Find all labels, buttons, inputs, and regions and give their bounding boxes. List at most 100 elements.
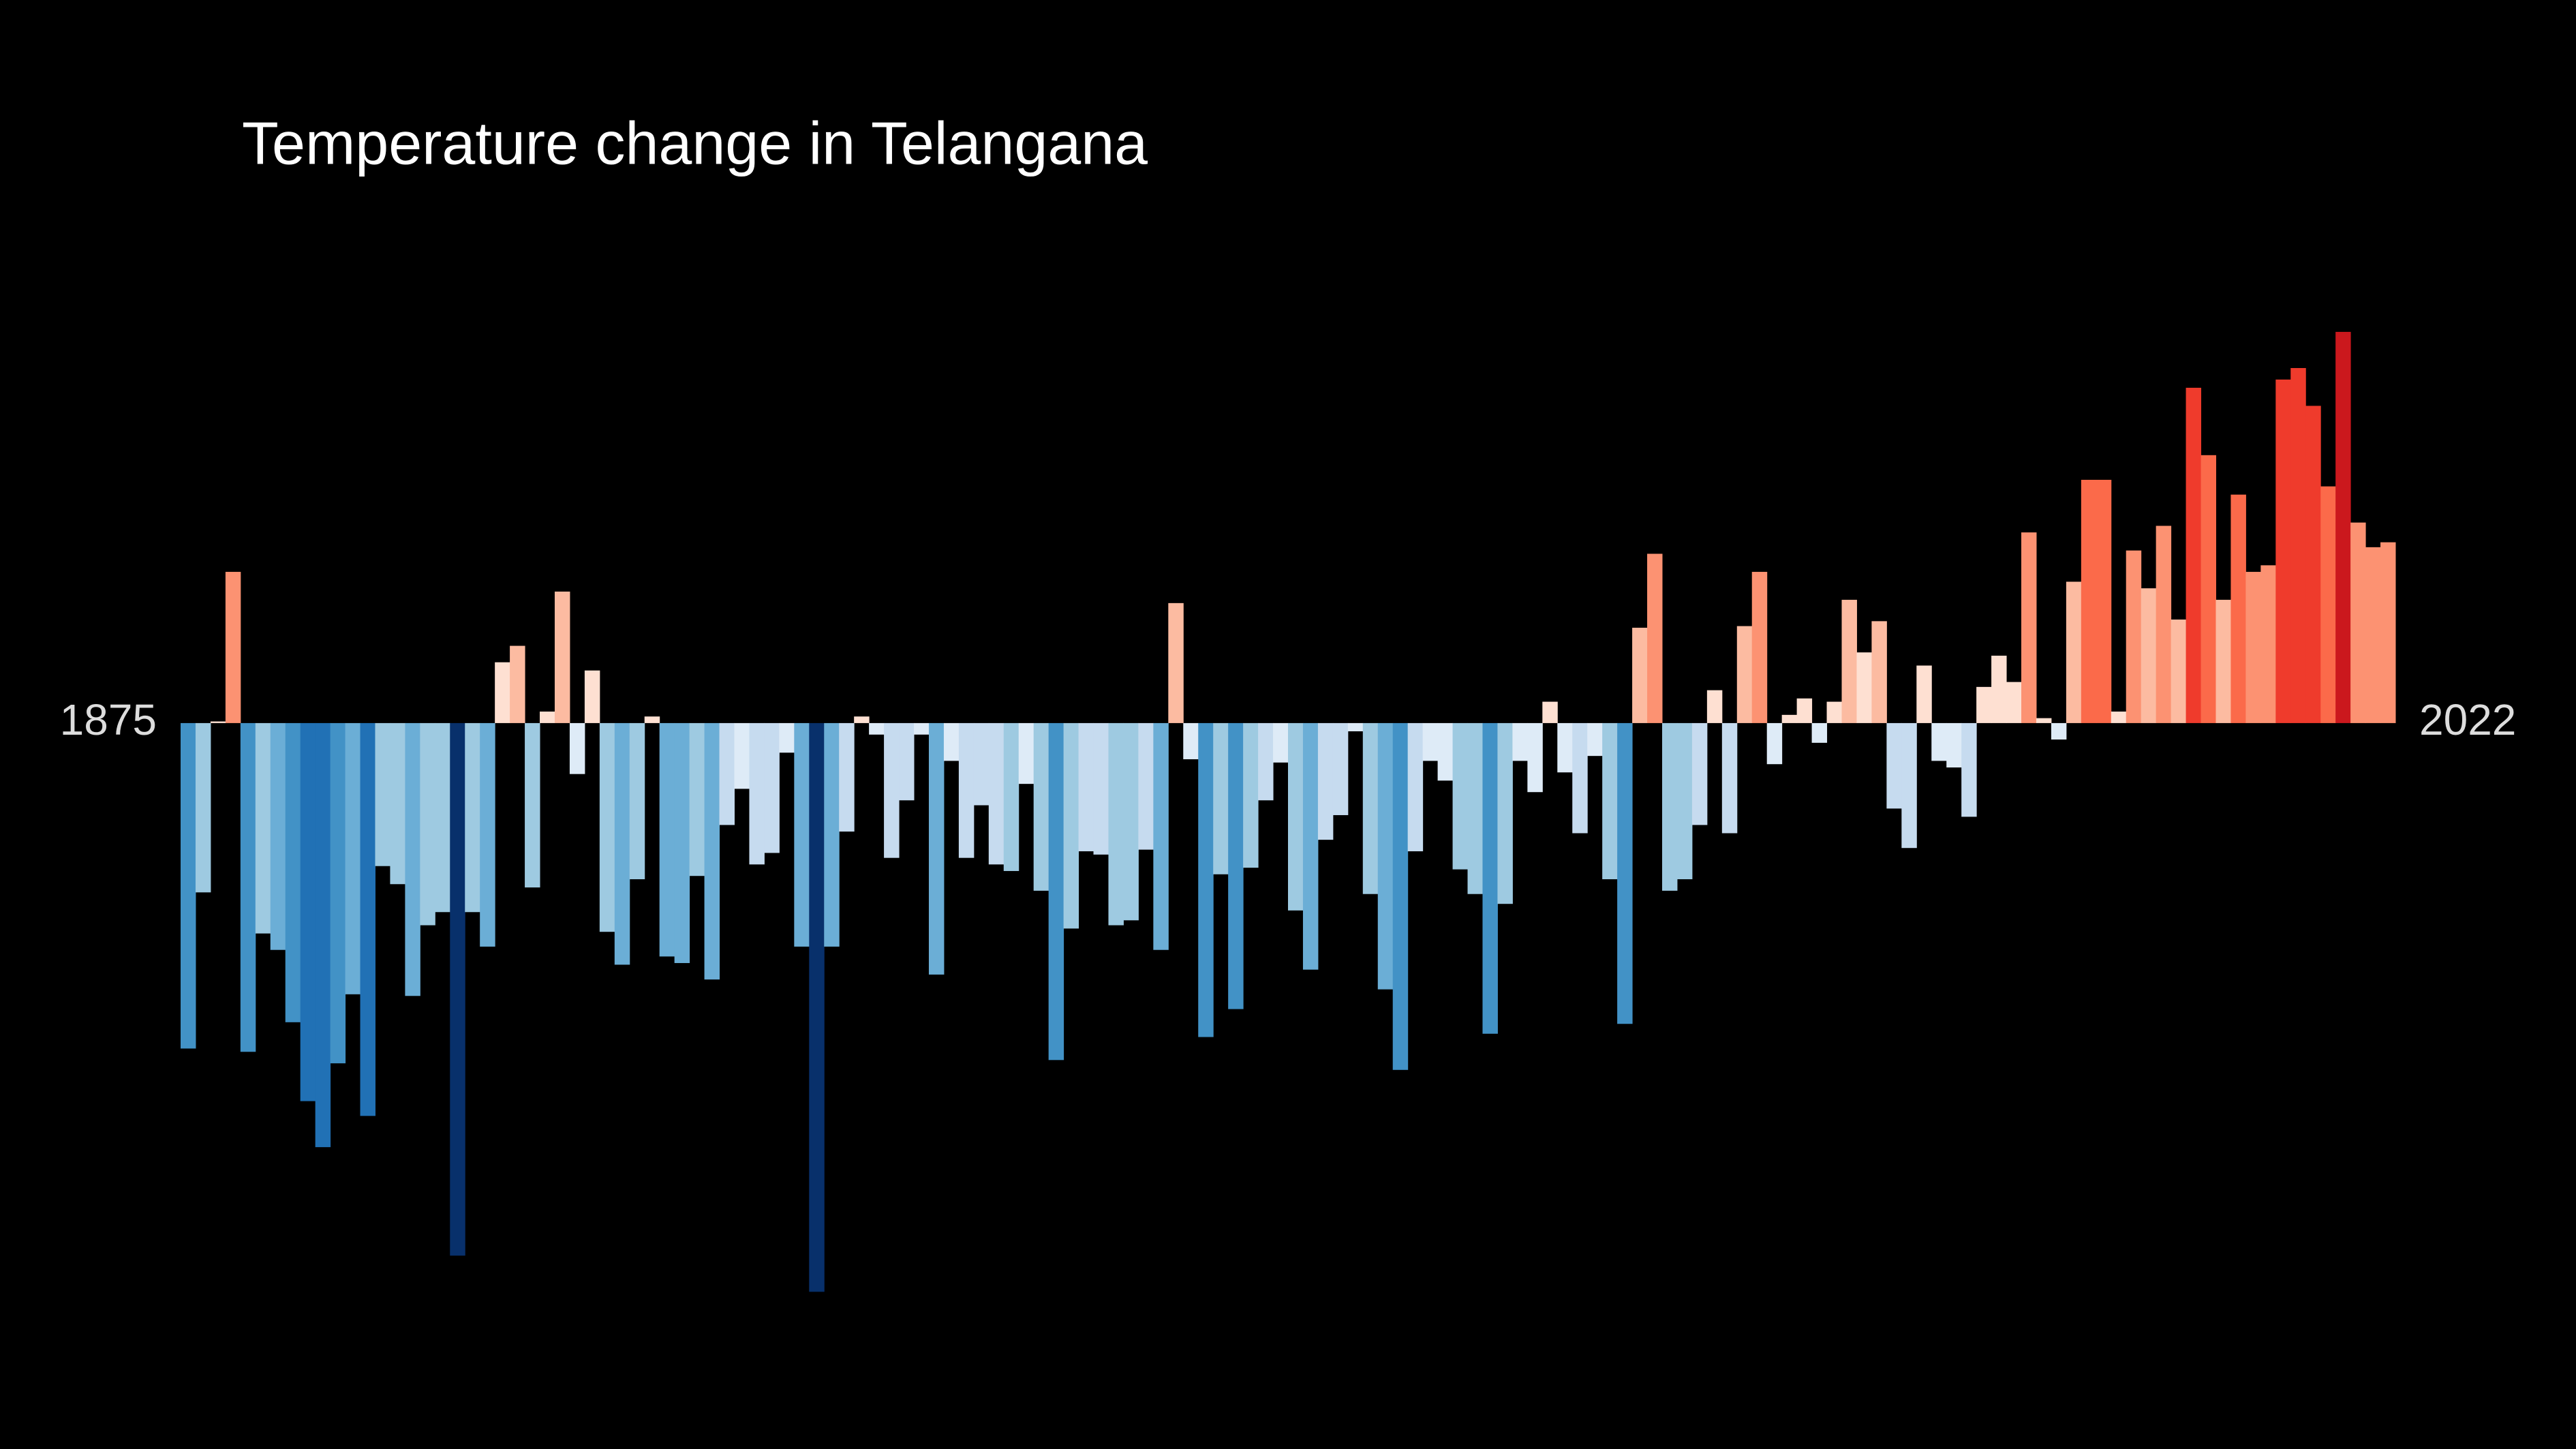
bar — [1063, 722, 1079, 929]
bar — [689, 722, 705, 876]
bar — [958, 722, 975, 858]
bar — [584, 670, 600, 723]
bar — [255, 722, 271, 934]
bar — [1258, 722, 1274, 801]
bar — [884, 722, 900, 858]
bar — [1153, 722, 1169, 950]
bar — [569, 722, 585, 774]
bar — [1422, 722, 1439, 761]
bar — [435, 722, 450, 913]
bar — [809, 722, 825, 1292]
bar — [1931, 722, 1947, 761]
bar — [2320, 486, 2336, 723]
bar — [1168, 603, 1184, 723]
bar — [1617, 722, 1633, 1024]
bar — [1078, 722, 1094, 852]
bar — [1781, 714, 1798, 723]
bar — [315, 722, 331, 1148]
bar — [2380, 542, 2396, 723]
bar — [928, 722, 945, 975]
bar — [1392, 722, 1409, 1070]
bar — [465, 722, 480, 913]
bar — [1796, 698, 1813, 723]
bar — [2171, 619, 2187, 723]
bar — [1527, 722, 1543, 793]
bar — [1766, 722, 1783, 765]
bar — [824, 722, 840, 947]
bar — [2111, 712, 2127, 723]
bar — [330, 722, 346, 1064]
bar — [1916, 665, 1932, 723]
bar — [510, 645, 525, 723]
bar — [629, 722, 645, 880]
bar — [1512, 722, 1528, 761]
bar — [1048, 722, 1064, 1061]
bar — [1452, 722, 1469, 870]
bar — [2021, 532, 2037, 723]
bar — [450, 722, 465, 1256]
bar — [1273, 722, 1289, 763]
bar — [2260, 565, 2276, 723]
bar — [2006, 682, 2022, 723]
bar — [210, 721, 226, 723]
bar — [1901, 722, 1917, 849]
bar — [1557, 722, 1573, 773]
bar — [1736, 626, 1753, 723]
bar — [345, 722, 361, 994]
bar — [2066, 581, 2082, 723]
bar — [1841, 600, 1857, 723]
bar — [181, 722, 196, 1049]
bar — [614, 722, 630, 965]
bar — [1856, 652, 1872, 723]
bar — [300, 722, 316, 1101]
bar — [2186, 387, 2202, 723]
bar — [1123, 722, 1139, 921]
bar — [704, 722, 720, 980]
bar — [1721, 722, 1738, 834]
bar — [1288, 722, 1304, 911]
bar — [1467, 722, 1483, 894]
bar — [644, 716, 660, 723]
bar — [779, 722, 795, 753]
bar — [1018, 722, 1034, 784]
bar — [2305, 406, 2321, 723]
bar — [420, 722, 435, 926]
bar — [1961, 722, 1977, 817]
bar — [1572, 722, 1588, 834]
bar — [2141, 588, 2157, 723]
bar — [1198, 722, 1214, 1037]
bar — [405, 722, 420, 996]
bar — [1826, 701, 1842, 723]
bar — [988, 722, 1005, 865]
bar — [1362, 722, 1379, 894]
bar — [943, 722, 960, 761]
bar — [973, 722, 990, 806]
bar — [554, 591, 570, 723]
bar — [375, 722, 390, 866]
bar — [749, 722, 765, 865]
bar — [1482, 722, 1498, 1034]
bar — [1407, 722, 1424, 852]
bar — [1691, 722, 1708, 825]
bar — [1647, 553, 1663, 723]
bar — [1751, 572, 1768, 723]
bar — [1587, 722, 1603, 757]
bar — [1003, 722, 1019, 871]
bar — [1332, 722, 1349, 815]
bar — [390, 722, 405, 885]
bar — [1871, 621, 1887, 723]
bar — [1183, 722, 1199, 759]
bar — [1317, 722, 1334, 840]
bar — [659, 722, 675, 957]
bar — [854, 716, 870, 723]
bar — [285, 722, 301, 1022]
bar — [1542, 701, 1558, 723]
bar — [495, 662, 510, 723]
bar — [1811, 722, 1828, 743]
bar — [1033, 722, 1049, 891]
bar — [1437, 722, 1454, 781]
bar — [734, 722, 750, 789]
bar — [1676, 722, 1693, 880]
